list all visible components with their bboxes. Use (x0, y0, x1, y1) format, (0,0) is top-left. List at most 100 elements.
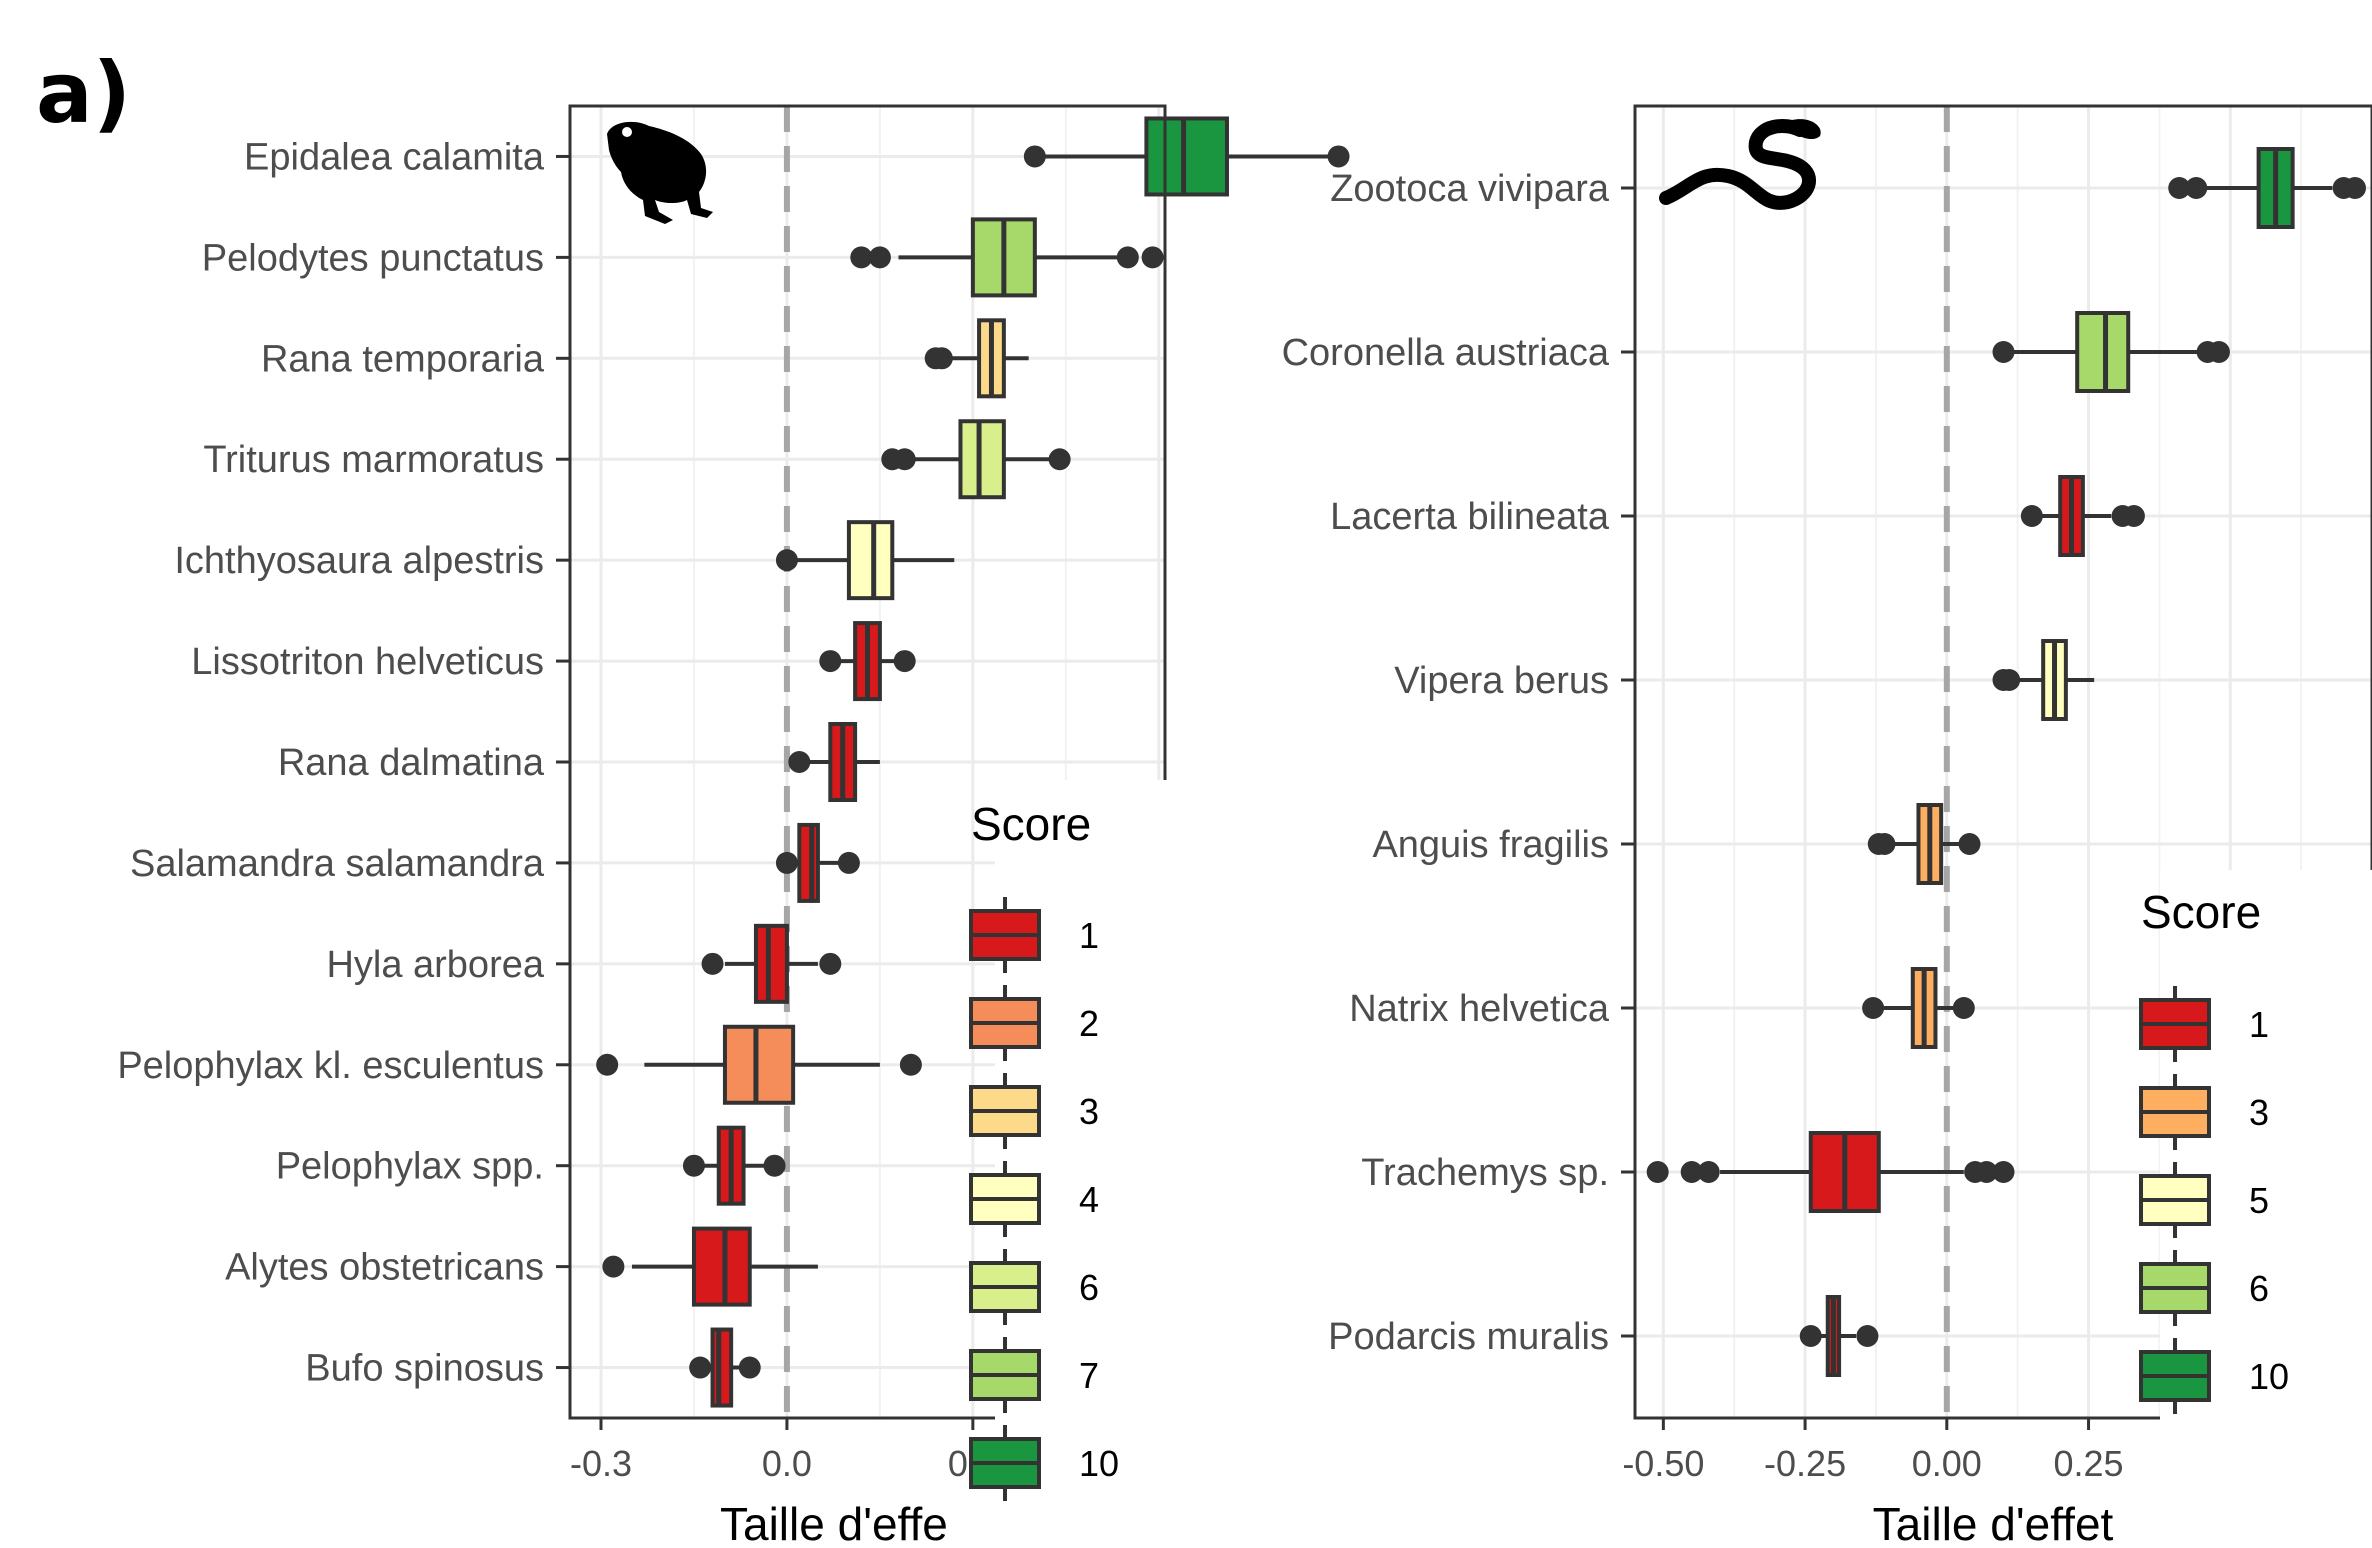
iqr-box (722, 1024, 796, 1105)
species-label: Pelodytes punctatus (202, 237, 544, 279)
outlier-point (763, 1154, 786, 1177)
boxplot-pelophylax-kl-esculentus (596, 1024, 922, 1105)
legend-key-score-3 (2139, 1074, 2211, 1150)
outlier-point (2168, 177, 2191, 199)
species-label: Coronella austriaca (1282, 332, 1610, 374)
species-label: Anguis fragilis (1372, 824, 1609, 866)
frog-silhouette-icon (607, 121, 713, 224)
outlier-point (899, 1053, 922, 1076)
species-label: Pelophylax kl. esculentus (117, 1045, 544, 1087)
x-axis-title: Taille d'effet (1873, 1498, 2114, 1548)
species-label: Pelophylax spp. (276, 1146, 544, 1188)
legend-label: 6 (1079, 1267, 1099, 1308)
boxplot-lacerta-bilineata (2020, 475, 2145, 557)
legend-title: Score (971, 798, 1091, 850)
iqr-box (797, 822, 820, 903)
legend-label: 7 (1079, 1355, 1099, 1396)
outlier-point (1048, 448, 1071, 471)
outlier-point (2343, 177, 2366, 199)
legend-key-score-2 (969, 985, 1041, 1061)
outlier-point (788, 751, 811, 773)
outlier-point (2185, 177, 2208, 199)
boxplots (596, 116, 1350, 1408)
iqr-box (1144, 116, 1229, 197)
legend-label: 6 (2249, 1268, 2269, 1309)
species-label: Lissotriton helveticus (191, 641, 544, 683)
outlier-point (1141, 246, 1164, 269)
boxplot-trachemys-sp- (1646, 1131, 2015, 1213)
x-tick-label: -0.25 (1764, 1443, 1846, 1484)
x-tick-label: 0.00 (1912, 1443, 1982, 1484)
legend-key-score-1 (2139, 986, 2211, 1062)
legend-title: Score (2141, 886, 2261, 938)
legend-key-score-5 (2139, 1162, 2211, 1238)
species-label: Podarcis muralis (1328, 1316, 1609, 1358)
outlier-point (1992, 1161, 2015, 1183)
legend-background (995, 780, 1195, 1548)
outlier-point (837, 851, 860, 874)
outlier-point (893, 448, 916, 471)
legend-label: 10 (2249, 1356, 2289, 1397)
outlier-point (602, 1255, 625, 1278)
boxplot-natrix-helvetica (1862, 967, 1975, 1049)
outlier-point (2207, 341, 2230, 363)
boxplot-hyla-arborea (701, 923, 842, 1004)
legend-key-score-7 (969, 1337, 1041, 1413)
x-tick-label: -0.50 (1622, 1443, 1704, 1484)
score-legend: Score 1 2 3 4 6 7 10 (969, 780, 1195, 1548)
outlier-point (819, 952, 842, 975)
iqr-box (710, 1327, 734, 1408)
iqr-box (753, 923, 789, 1004)
outlier-point (2122, 505, 2145, 527)
boxplot-rana-dalmatina (788, 722, 880, 802)
outlier-point (850, 246, 873, 269)
panel-border (1633, 104, 2372, 1420)
outlier-point (1998, 669, 2021, 691)
legend-key-score-6 (2139, 1250, 2211, 1326)
species-label: Ichthyosaura alpestris (174, 540, 544, 582)
outlier-point (701, 952, 724, 975)
legend-label: 2 (1079, 1003, 1099, 1044)
outlier-point (1646, 1161, 1669, 1183)
outlier-point (819, 650, 842, 673)
species-label: Natrix helvetica (1349, 988, 1610, 1030)
species-label: Triturus marmoratus (203, 439, 544, 481)
outlier-point (1992, 341, 2015, 363)
species-label: Lacerta bilineata (1330, 496, 1610, 538)
outlier-point (596, 1053, 619, 1076)
outlier-point (689, 1356, 712, 1379)
outlier-point (1952, 997, 1975, 1019)
outlier-point (1799, 1325, 1822, 1347)
boxplot-rana-temporaria (924, 318, 1029, 399)
species-label: Hyla arborea (326, 944, 544, 986)
species-label: Bufo spinosus (305, 1348, 544, 1390)
outlier-point (1023, 145, 1046, 168)
boxplot-podarcis-muralis (1799, 1295, 1879, 1377)
outlier-point (1975, 1161, 1998, 1183)
y-axis-species-labels: Zootoca vivipara Coronella austriaca Lacer… (1282, 168, 1635, 1358)
boxplot-epidalea-calamita (1023, 116, 1350, 197)
legend-label: 4 (1079, 1179, 1099, 1220)
species-label: Rana dalmatina (278, 742, 545, 784)
boxplot-zootoca-vivipara (2168, 147, 2366, 229)
iqr-box (958, 419, 1006, 500)
outlier-point (1958, 833, 1981, 855)
boxplot-pelophylax-spp- (682, 1125, 786, 1206)
boxplot-pelodytes-punctatus (850, 217, 1164, 298)
legend-key-score-10 (2139, 1338, 2211, 1414)
boxplots (1646, 147, 2366, 1377)
boxplot-vipera-berus (1992, 639, 2095, 721)
outlier-point (1862, 997, 1885, 1019)
iqr-box (691, 1226, 752, 1307)
outlier-point (1856, 1325, 1879, 1347)
outlier-point (1116, 246, 1139, 269)
boxplot-alytes-obstetricans (602, 1226, 818, 1307)
boxplot-anguis-fragilis (1867, 803, 1981, 885)
outlier-point (1327, 145, 1350, 168)
x-tick-label: -0.3 (570, 1443, 632, 1484)
iqr-box (2075, 311, 2131, 393)
boxplot-triturus-marmoratus (881, 419, 1071, 500)
species-label: Alytes obstetricans (225, 1247, 544, 1289)
snake-silhouette-icon (1659, 119, 1821, 210)
